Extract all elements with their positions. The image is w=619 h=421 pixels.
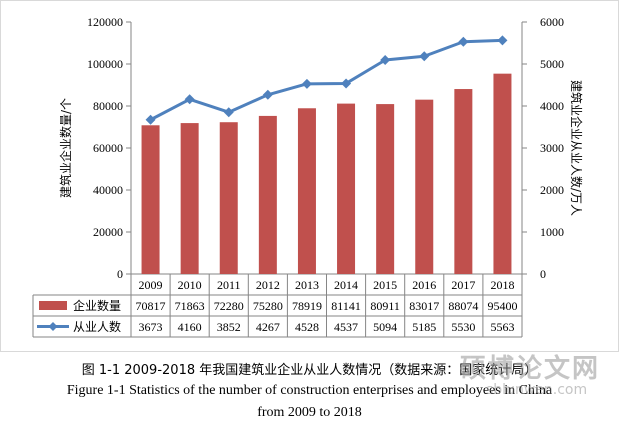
data-label-bar: 78919 (292, 299, 322, 313)
bar-2012 (258, 115, 277, 274)
x-tick-label: 2016 (412, 278, 436, 292)
x-tick-label: 2017 (451, 278, 475, 292)
caption-english-line2: from 2009 to 2018 (257, 405, 362, 420)
x-tick-label: 2015 (373, 278, 397, 292)
line-point-2018 (497, 35, 508, 46)
data-label-line: 3673 (139, 320, 163, 334)
y-right-tick-label: 0 (540, 267, 546, 281)
y-right-tick-label: 5000 (540, 57, 564, 71)
data-label-line: 4160 (178, 320, 202, 334)
line-point-2017 (458, 36, 469, 47)
x-tick-label: 2011 (217, 278, 241, 292)
line-point-2014 (341, 78, 352, 89)
data-label-bar: 70817 (136, 299, 166, 313)
line-point-2016 (419, 51, 430, 62)
legend-line-marker (48, 322, 58, 331)
legend-bar-swatch (39, 301, 67, 310)
x-tick-label: 2012 (256, 278, 280, 292)
data-label-bar: 71863 (175, 299, 205, 313)
bar-2009 (141, 125, 160, 274)
y-right-tick-label: 2000 (540, 183, 564, 197)
data-label-bar: 81141 (331, 299, 361, 313)
data-label-line: 5563 (490, 320, 514, 334)
line-point-2013 (301, 78, 312, 89)
y-axis-left-title: 建筑业企业数量/个 (58, 98, 73, 198)
y-right-tick-label: 3000 (540, 141, 564, 155)
y-left-tick-label: 100000 (87, 57, 123, 71)
data-label-bar: 88074 (448, 299, 478, 313)
data-label-line: 4537 (334, 320, 358, 334)
caption-english-line1: Figure 1-1 Statistics of the number of c… (66, 383, 553, 398)
caption-chinese: 图 1-1 2009-2018 年我国建筑业企业从业人数情况（数据来源：国家统计… (81, 363, 538, 378)
x-tick-label: 2013 (295, 278, 319, 292)
line-point-2015 (380, 55, 391, 66)
data-label-line: 5530 (451, 320, 475, 334)
data-label-line: 5094 (373, 320, 397, 334)
y-left-tick-label: 40000 (93, 183, 123, 197)
y-right-tick-label: 1000 (540, 225, 564, 239)
y-left-tick-label: 60000 (93, 141, 123, 155)
bar-2015 (376, 104, 395, 274)
data-label-line: 5185 (412, 320, 436, 334)
y-left-tick-label: 80000 (93, 99, 123, 113)
x-tick-label: 2009 (139, 278, 163, 292)
bar-2010 (180, 123, 199, 274)
y-right-tick-label: 6000 (540, 15, 564, 29)
x-tick-label: 2010 (178, 278, 202, 292)
bar-2018 (493, 73, 512, 274)
y-left-tick-label: 0 (117, 267, 123, 281)
data-label-bar: 95400 (487, 299, 517, 313)
line-point-2009 (145, 114, 156, 125)
bar-2013 (297, 108, 316, 274)
bar-2016 (415, 99, 434, 274)
y-left-tick-label: 20000 (93, 225, 123, 239)
y-left-tick-label: 120000 (87, 15, 123, 29)
legend-line-label: 从业人数 (73, 319, 121, 334)
watermark-logo: 硕博论文网 (460, 354, 601, 384)
data-label-bar: 75280 (253, 299, 283, 313)
data-label-line: 3852 (217, 320, 241, 334)
data-label-bar: 72280 (214, 299, 244, 313)
x-tick-label: 2014 (334, 278, 358, 292)
watermark-url: sblunwen.com (486, 382, 588, 398)
data-label-line: 4528 (295, 320, 319, 334)
y-axis-right-title: 建筑业企业从业人数/万人 (569, 80, 584, 216)
bar-2014 (337, 103, 356, 274)
line-point-2011 (223, 107, 234, 118)
legend-bar-label: 企业数量 (73, 298, 121, 313)
data-label-line: 4267 (256, 320, 280, 334)
bar-2011 (219, 122, 238, 274)
data-label-bar: 80911 (370, 299, 400, 313)
bar-2017 (454, 89, 473, 274)
data-label-bar: 83017 (409, 299, 439, 313)
line-point-2012 (262, 89, 273, 100)
y-right-tick-label: 4000 (540, 99, 564, 113)
line-point-2010 (184, 94, 195, 105)
x-tick-label: 2018 (490, 278, 514, 292)
line-employees (149, 38, 503, 122)
